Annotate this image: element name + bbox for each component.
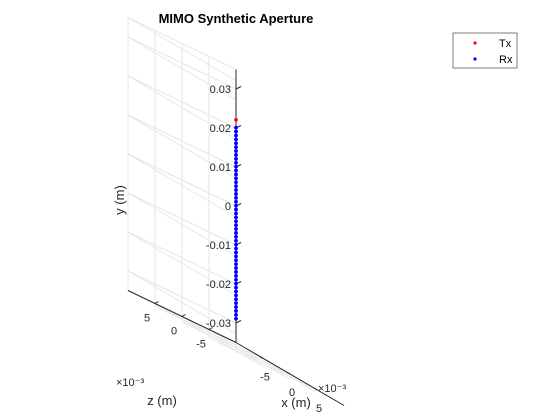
z-axis-label: z (m) [147,393,177,408]
rx-point [234,305,238,309]
y-tick-label: 0.02 [210,123,231,135]
rx-point [234,234,238,239]
rx-point [234,297,238,302]
rx-point [234,195,238,200]
rx-point [234,215,238,220]
x-tick-label: -5 [260,371,270,383]
chart-title: MIMO Synthetic Aperture [159,11,314,26]
y-tick-label: 0.03 [210,84,231,96]
z-axis-exponent: ×10⁻³ [116,377,144,389]
rx-point [234,188,238,192]
x-axis-exponent: ×10⁻³ [318,383,346,395]
rx-point [234,250,238,255]
rx-point [234,270,238,274]
y-tick-mark [235,320,242,324]
rx-point [234,262,238,267]
x-tick-mark [259,356,264,359]
rx-point [234,309,238,313]
rx-point [234,192,238,196]
z-tick-label: 0 [171,326,177,338]
rx-point [234,125,238,130]
rx-point [234,246,238,251]
y-tick-label: -0.03 [206,318,231,330]
legend-marker-rx [473,57,477,61]
rx-point [234,145,238,150]
z-tick-label: 5 [144,313,150,325]
rx-point [234,285,238,290]
y-axis-label: y (m) [112,185,127,215]
x-tick-mark [313,387,318,391]
tx-point [234,118,238,122]
rx-point [234,164,238,169]
floor-grid-line [208,329,318,393]
legend: Tx Rx [452,32,518,69]
rx-point [234,176,238,181]
rx-point [234,219,238,224]
rx-point [234,273,238,278]
rx-point [234,227,238,231]
rx-point [234,289,238,294]
y-tick-label: -0.02 [206,279,231,291]
rx-point [234,137,238,142]
rx-point [234,180,238,185]
z-tick-mark [208,327,213,330]
rx-point [234,133,238,138]
x-axis-label: x (m) [281,395,311,410]
rx-point [234,160,238,165]
rx-point [234,238,238,243]
x-tick-mark [286,371,291,375]
rx-point [234,207,238,212]
rx-point [234,129,238,134]
rx-point [234,281,238,286]
z-tick-label: -5 [196,339,206,351]
rx-point [234,172,238,177]
rx-point [234,168,238,173]
rx-point [234,223,238,228]
rx-point [234,231,238,235]
x-tick-label: 0 [289,387,295,399]
rx-point [234,156,238,161]
rx-point [234,149,238,153]
legend-marker-tx [473,41,477,45]
rx-point [234,184,238,189]
legend-box [452,32,518,69]
z-tick-mark [154,301,159,304]
rx-point [234,141,238,146]
rx-point [234,211,238,216]
rx-point [234,266,238,270]
rx-point [234,254,238,259]
rx-point [234,258,238,263]
box-edge [127,17,237,70]
rx-point [234,277,238,282]
box-edge [127,17,237,81]
rx-point [234,316,238,321]
rx-point [234,312,238,317]
rx-point [234,293,238,298]
legend-label-tx: Tx [499,38,512,50]
rx-point [234,203,238,208]
y-tick-label: 0 [225,201,231,213]
y-tick-mark [235,86,242,90]
legend-label-rx: Rx [499,54,513,66]
data-layer [234,118,238,321]
y-tick-label: -0.01 [206,240,231,252]
tick-layer: -0.03 -0.02 -0.01 0 0.01 0.02 0.03 -5 0 5 -5 0 5 [144,84,322,415]
y-tick-label: 0.01 [210,162,231,174]
rx-point [234,199,238,204]
rx-point [234,242,238,247]
x-tick-label: 5 [316,403,322,415]
rx-point [234,301,238,306]
rx-point [234,153,238,157]
z-tick-mark [181,314,186,317]
grid-layer [127,17,318,393]
